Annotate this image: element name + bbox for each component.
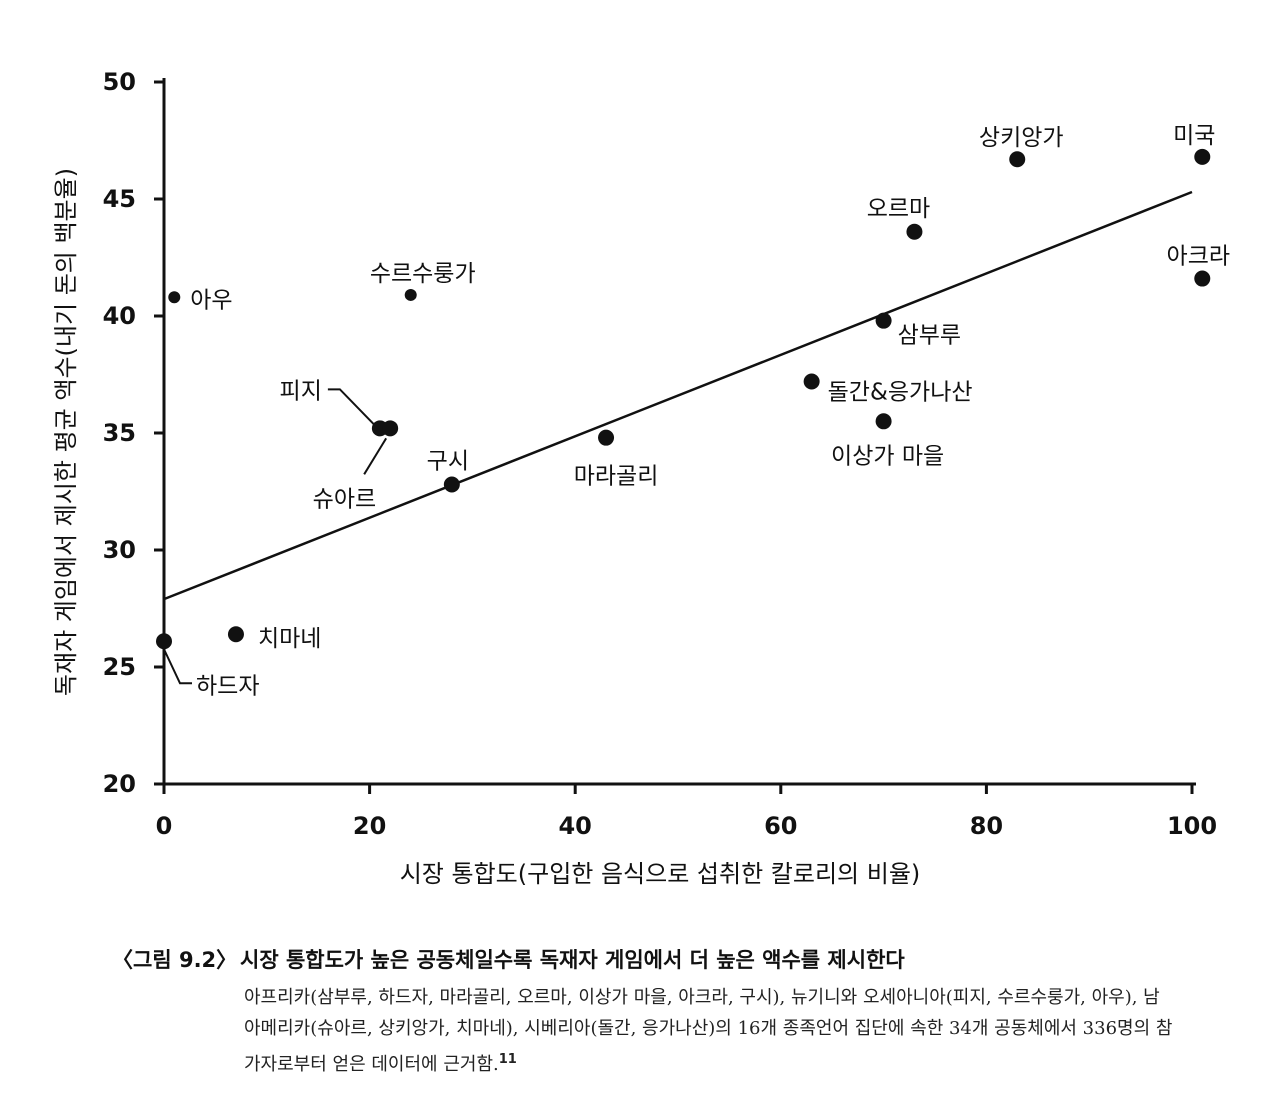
y-tick-label-50: 50 [103,68,136,96]
x-tick-label-0: 0 [156,812,173,840]
y-tick-label-20: 20 [103,770,136,798]
point-label: 아우 [190,287,232,313]
leader-line [163,648,192,685]
caption-body: 아프리카(삼부루, 하드자, 마라골리, 오르마, 이상가 마을, 아크라, 구… [244,982,1174,1080]
figure-title: 시장 통합도가 높은 공동체일수록 독재자 게임에서 더 높은 액수를 제시한다 [240,948,905,972]
data-points [156,148,1211,650]
x-tick-label-60: 60 [764,812,797,840]
data-point [1194,270,1211,287]
trendline-group [163,190,1193,601]
data-point [156,633,172,650]
data-point [443,476,460,493]
y-tick-label-25: 25 [103,653,136,681]
footnote-marker: 11 [498,1052,517,1067]
point-label: 삼부루 [898,323,961,349]
figure-caption: 〈그림 9.2〉 시장 통합도가 높은 공동체일수록 독재자 게임에서 더 높은 … [112,944,1192,1080]
leader-line [327,388,375,426]
point-label: 돌간&응가나산 [828,380,973,406]
data-point [1009,151,1026,168]
point-label: 치마네 [258,626,321,652]
leader-line [363,437,388,475]
x-tick-label-100: 100 [1167,812,1217,840]
point-label: 수르수룽가 [370,261,476,287]
data-point [1194,148,1211,165]
point-label: 아크라 [1167,244,1230,270]
point-label: 하드자 [196,673,259,699]
data-point [803,373,820,390]
data-point [906,223,923,240]
point-label: 오르마 [867,196,930,222]
x-tick-label-40: 40 [558,812,591,840]
figure-number: 〈그림 9.2〉 [112,948,238,972]
data-point [875,312,892,329]
x-tick-label-20: 20 [353,812,386,840]
data-point [598,429,615,446]
caption-text: 아프리카(삼부루, 하드자, 마라골리, 오르마, 이상가 마을, 아크라, 구… [244,987,1173,1075]
point-label: 피지 [280,378,322,404]
data-point [227,626,244,643]
point-label: 이상가 마을 [831,443,944,469]
y-axis-title: 독재자 게임에서 제시한 평균 액수(내기 돈의 백분율) [52,168,80,696]
y-tick-label-35: 35 [103,419,136,447]
caption-title-line: 〈그림 9.2〉 시장 통합도가 높은 공동체일수록 독재자 게임에서 더 높은 … [112,944,1192,974]
chart-ticks: 20 25 30 35 40 45 50 0 20 40 60 80 100 [103,68,1217,840]
data-point [404,288,417,301]
point-label: 미국 [1173,123,1215,149]
point-label: 슈아르 [313,486,376,512]
data-point [875,413,892,430]
chart-axes [162,78,1196,786]
point-label: 구시 [427,448,469,474]
y-tick-label-40: 40 [103,302,136,330]
point-label: 상키앙가 [979,125,1064,151]
y-tick-label-45: 45 [103,185,136,213]
data-point [382,420,399,437]
x-tick-label-80: 80 [970,812,1003,840]
y-tick-label-30: 30 [103,536,136,564]
point-label: 마라골리 [574,464,659,490]
data-point [168,291,181,304]
trendline [163,190,1193,601]
x-axis-title: 시장 통합도(구입한 음식으로 섭취한 칼로리의 비율) [400,860,921,888]
